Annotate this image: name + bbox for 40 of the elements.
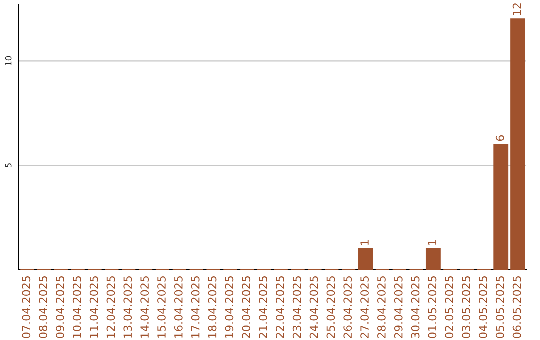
bar [494, 144, 509, 270]
x-tick-label: 09.04.2025 [56, 276, 64, 338]
x-tick-label: 27.04.2025 [360, 276, 369, 338]
x-tick-label: 25.04.2025 [326, 276, 336, 338]
x-tick-label: 08.04.2025 [39, 276, 48, 338]
y-tick-label: 5 [6, 164, 12, 168]
x-tick-label: 13.04.2025 [124, 276, 132, 338]
x-tick-label: 20.04.2025 [242, 276, 251, 338]
data-label: 1 [428, 240, 437, 246]
x-tick-label: 26.04.2025 [344, 276, 352, 338]
x-tick-label: 19.04.2025 [225, 276, 234, 338]
x-tick-label: 01.05.2025 [428, 276, 437, 338]
x-tick-label: 21.04.2025 [259, 276, 268, 338]
x-tick-label: 14.04.2025 [140, 276, 150, 338]
x-tick-label: 02.05.2025 [445, 276, 454, 338]
bar [358, 248, 374, 270]
x-tick-label: 06.05.2025 [512, 276, 522, 338]
x-tick-label: 05.05.2025 [496, 276, 504, 338]
data-label: 6 [496, 136, 504, 142]
x-tick-label: 28.04.2025 [378, 276, 386, 338]
x-tick-label: 29.04.2025 [394, 276, 403, 338]
x-tick-label: 03.05.2025 [462, 276, 471, 338]
x-tick-label: 16.04.2025 [174, 276, 183, 338]
bar [426, 248, 441, 270]
x-tick-label: 23.04.2025 [292, 276, 302, 338]
x-tick-label: 04.05.2025 [479, 276, 488, 338]
data-label: 12 [512, 4, 522, 16]
bar [510, 18, 526, 270]
x-tick-label: 30.04.2025 [411, 276, 420, 338]
x-tick-label: 07.04.2025 [22, 276, 31, 338]
x-tick-label: 24.04.2025 [310, 276, 318, 338]
x-tick-label: 15.04.2025 [158, 276, 166, 338]
y-tick-label: 10 [5, 56, 12, 66]
x-tick-label: 10.04.2025 [72, 276, 82, 338]
x-tick-label: 18.04.2025 [208, 276, 217, 338]
x-tick-label: 22.04.2025 [276, 276, 284, 338]
x-tick-label: 17.04.2025 [191, 276, 200, 338]
data-label: 1 [360, 240, 369, 246]
x-tick-label: 11.04.2025 [90, 276, 98, 338]
x-tick-label: 12.04.2025 [106, 276, 116, 338]
